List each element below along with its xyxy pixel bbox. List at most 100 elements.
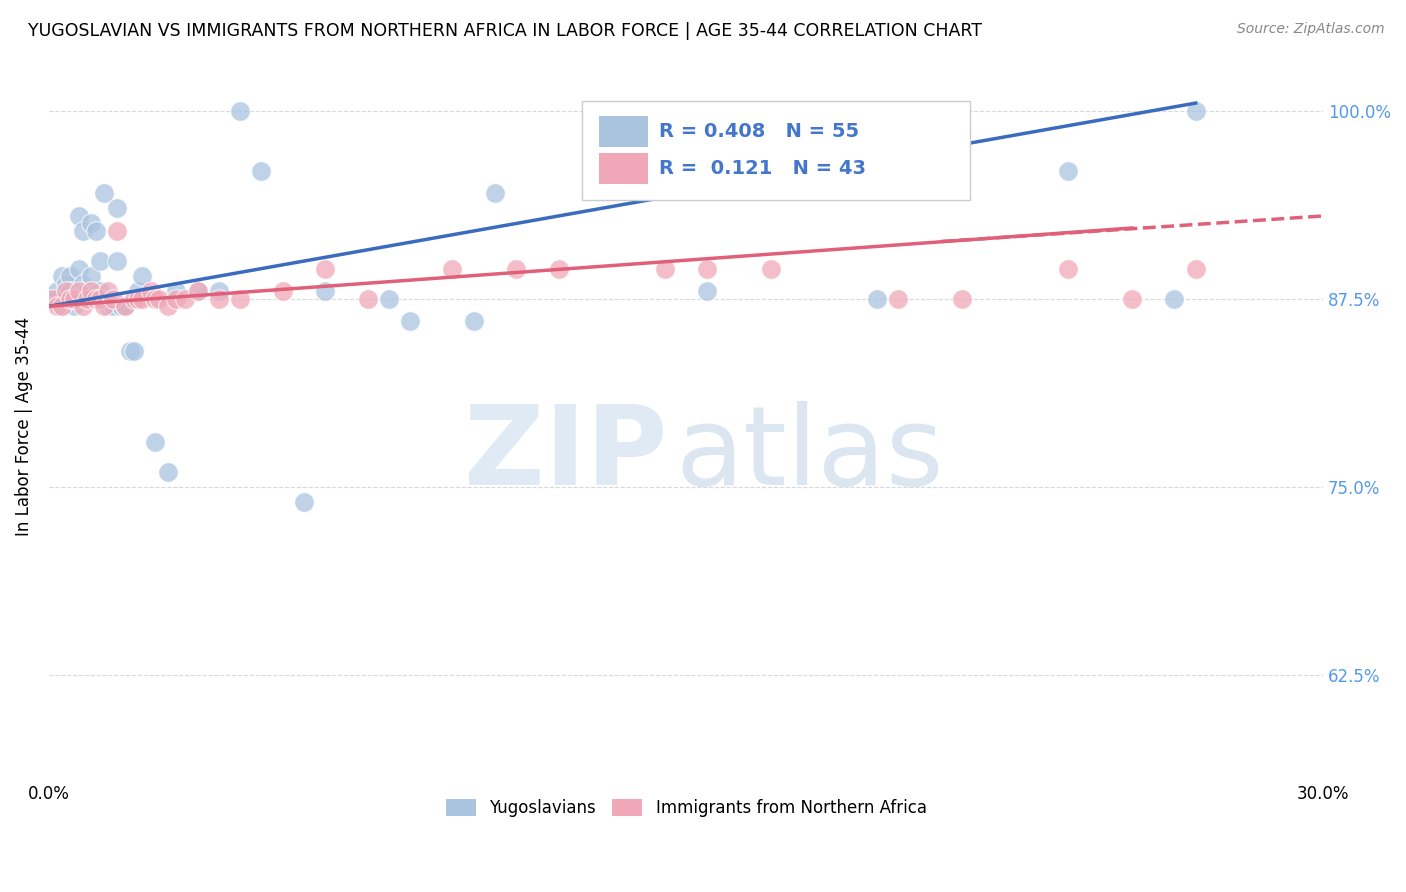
Point [759, 261, 782, 276]
Point [80, 217, 103, 231]
Point [696, 261, 718, 276]
Point [122, 292, 145, 306]
Point [187, 284, 209, 298]
Text: YUGOSLAVIAN VS IMMIGRANTS FROM NORTHERN AFRICA IN LABOR FORCE | AGE 35-44 CORREL: YUGOSLAVIAN VS IMMIGRANTS FROM NORTHERN … [28, 22, 983, 40]
Point [122, 344, 145, 359]
Point [97, 284, 120, 298]
Point [63, 292, 86, 306]
Point [591, 178, 613, 193]
Point [156, 465, 179, 479]
Point [97, 299, 120, 313]
FancyBboxPatch shape [582, 102, 970, 201]
Point [165, 284, 187, 298]
Point [105, 224, 128, 238]
Point [950, 292, 973, 306]
Point [1057, 261, 1080, 276]
Point [80, 284, 103, 298]
FancyBboxPatch shape [599, 153, 648, 184]
Point [101, 292, 124, 306]
Point [101, 299, 124, 313]
Point [187, 284, 209, 298]
Point [654, 261, 676, 276]
Text: R =  0.121   N = 43: R = 0.121 N = 43 [659, 159, 866, 178]
Point [118, 344, 141, 359]
Point [46, 299, 69, 313]
Point [51, 299, 73, 313]
Point [356, 292, 378, 306]
Point [84, 224, 107, 238]
Point [89, 254, 111, 268]
Point [51, 299, 73, 313]
Point [84, 292, 107, 306]
Point [76, 292, 98, 306]
Point [67, 261, 90, 276]
Point [377, 292, 399, 306]
Point [67, 284, 90, 298]
Text: ZIP: ZIP [464, 401, 666, 508]
Point [148, 292, 170, 306]
Point [59, 292, 82, 306]
Point [55, 292, 77, 306]
Point [208, 284, 231, 298]
Point [59, 269, 82, 284]
Point [1057, 163, 1080, 178]
Point [165, 292, 187, 306]
Point [59, 292, 82, 306]
Point [229, 292, 252, 306]
Point [139, 284, 162, 298]
Point [72, 277, 94, 291]
Point [1163, 292, 1185, 306]
Point [42, 292, 65, 306]
Point [547, 261, 569, 276]
Point [67, 209, 90, 223]
Point [292, 495, 315, 509]
Legend: Yugoslavians, Immigrants from Northern Africa: Yugoslavians, Immigrants from Northern A… [437, 790, 935, 825]
Point [143, 292, 166, 306]
Point [156, 299, 179, 313]
Point [93, 299, 115, 313]
Point [42, 292, 65, 306]
Point [463, 314, 485, 328]
Point [59, 284, 82, 298]
Point [696, 284, 718, 298]
Point [105, 254, 128, 268]
Point [80, 269, 103, 284]
Point [208, 292, 231, 306]
Point [55, 284, 77, 298]
Point [72, 299, 94, 313]
Point [399, 314, 422, 328]
Point [441, 261, 464, 276]
Point [114, 299, 136, 313]
Point [131, 269, 153, 284]
FancyBboxPatch shape [599, 116, 648, 147]
Point [76, 292, 98, 306]
Point [72, 224, 94, 238]
Point [89, 284, 111, 298]
Point [114, 299, 136, 313]
Point [80, 292, 103, 306]
Point [484, 186, 506, 201]
Point [63, 292, 86, 306]
Point [127, 284, 149, 298]
Point [127, 292, 149, 306]
Point [505, 261, 527, 276]
Text: R = 0.408   N = 55: R = 0.408 N = 55 [659, 122, 859, 141]
Point [89, 292, 111, 306]
Point [271, 284, 294, 298]
Point [51, 269, 73, 284]
Point [76, 284, 98, 298]
Y-axis label: In Labor Force | Age 35-44: In Labor Force | Age 35-44 [15, 317, 32, 536]
Point [131, 292, 153, 306]
Point [1121, 292, 1143, 306]
Point [250, 163, 273, 178]
Point [887, 292, 910, 306]
Point [314, 261, 336, 276]
Point [84, 292, 107, 306]
Text: Source: ZipAtlas.com: Source: ZipAtlas.com [1237, 22, 1385, 37]
Point [314, 284, 336, 298]
Point [866, 292, 889, 306]
Point [110, 299, 132, 313]
Point [173, 292, 195, 306]
Point [229, 103, 252, 118]
Point [105, 202, 128, 216]
